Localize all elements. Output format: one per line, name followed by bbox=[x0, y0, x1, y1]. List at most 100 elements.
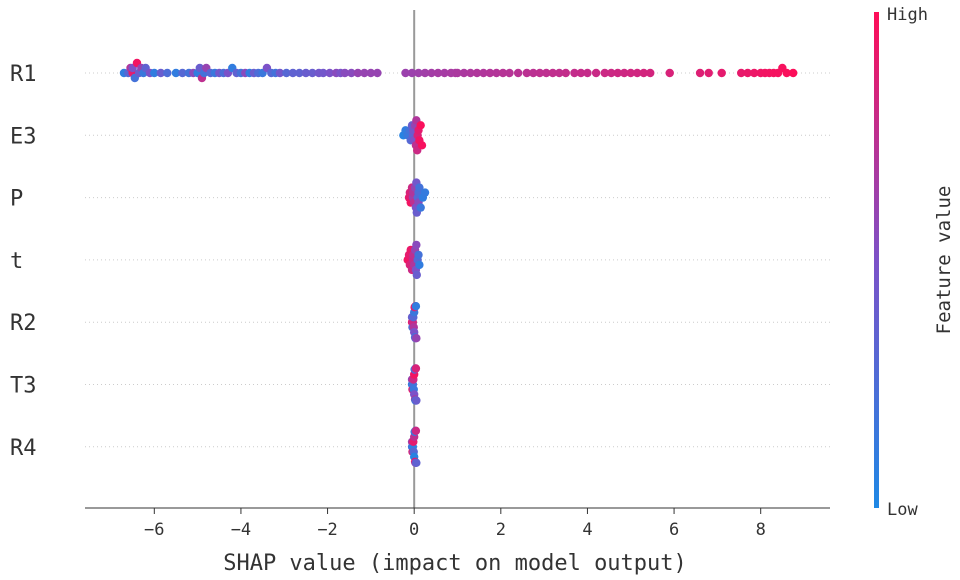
colorbar-gradient bbox=[874, 12, 879, 508]
shap-point bbox=[178, 68, 187, 78]
shap-point bbox=[433, 68, 443, 78]
x-axis-ticks: −6 −4 −2 0 2 4 6 8 bbox=[144, 508, 766, 540]
shap-point bbox=[505, 68, 514, 78]
feature-label: P bbox=[10, 187, 23, 212]
shap-points bbox=[119, 58, 798, 467]
x-tick-label: 0 bbox=[409, 520, 419, 540]
shap-point bbox=[288, 68, 298, 78]
shap-point bbox=[453, 68, 462, 78]
x-tick-label: 4 bbox=[582, 520, 592, 540]
shap-point bbox=[411, 364, 421, 373]
shap-point bbox=[737, 68, 746, 78]
shap-point bbox=[704, 68, 713, 78]
shap-point bbox=[156, 68, 165, 78]
shap-point bbox=[353, 68, 363, 78]
shap-point bbox=[613, 68, 622, 78]
shap-point bbox=[360, 68, 369, 78]
shap-point bbox=[414, 68, 423, 78]
shap-point bbox=[695, 68, 705, 78]
shap-point bbox=[412, 396, 421, 405]
shap-point bbox=[639, 68, 648, 78]
shap-point bbox=[319, 68, 328, 78]
shap-point bbox=[416, 203, 425, 212]
shap-point bbox=[412, 334, 421, 343]
shap-point bbox=[301, 68, 311, 78]
shap-point bbox=[646, 68, 655, 78]
shap-point bbox=[750, 68, 759, 78]
shap-point bbox=[542, 68, 551, 78]
shap-point bbox=[347, 68, 356, 78]
shap-point bbox=[479, 68, 488, 78]
shap-point bbox=[633, 68, 642, 78]
shap-point bbox=[420, 188, 430, 197]
shap-point bbox=[717, 68, 726, 78]
shap-point bbox=[440, 68, 449, 78]
shap-point bbox=[626, 68, 635, 78]
colorbar-low-label: Low bbox=[887, 500, 918, 520]
shap-point bbox=[620, 68, 629, 78]
x-tick-label: −6 bbox=[144, 520, 164, 540]
shap-point bbox=[401, 68, 410, 78]
shap-point bbox=[555, 68, 564, 78]
shap-point bbox=[366, 68, 376, 78]
shap-point bbox=[407, 68, 417, 78]
shap-point bbox=[414, 250, 423, 260]
shap-point bbox=[282, 68, 291, 78]
shap-point bbox=[583, 68, 592, 78]
colorbar: High Low Feature value bbox=[874, 5, 955, 520]
x-tick-label: −2 bbox=[317, 520, 337, 540]
shap-point bbox=[150, 68, 159, 78]
shap-point bbox=[513, 68, 523, 78]
feature-label: E3 bbox=[10, 124, 37, 149]
feature-label: R2 bbox=[10, 311, 37, 336]
feature-label: t bbox=[10, 249, 23, 274]
shap-point bbox=[561, 68, 570, 78]
feature-row-guides bbox=[85, 72, 830, 448]
x-tick-label: 6 bbox=[669, 520, 679, 540]
shap-point bbox=[522, 68, 532, 78]
shap-point bbox=[420, 68, 430, 78]
shap-point bbox=[743, 68, 752, 78]
shap-point bbox=[163, 68, 172, 78]
x-tick-label: 8 bbox=[756, 520, 766, 540]
shap-point bbox=[411, 426, 421, 435]
shap-point bbox=[412, 270, 421, 280]
shap-point bbox=[416, 121, 425, 130]
shap-point bbox=[275, 68, 285, 78]
shap-point bbox=[295, 68, 304, 78]
shap-point bbox=[427, 68, 436, 78]
shap-point bbox=[492, 68, 501, 78]
colorbar-high-label: High bbox=[887, 5, 928, 25]
x-axis: −6 −4 −2 0 2 4 6 8 SHAP value (impact on model … bbox=[85, 507, 830, 576]
shap-point bbox=[788, 68, 798, 78]
shap-point bbox=[570, 68, 579, 78]
shap-point bbox=[325, 68, 334, 78]
shap-point bbox=[472, 68, 482, 78]
shap-point bbox=[411, 302, 421, 311]
shap-point bbox=[498, 68, 508, 78]
shap-point bbox=[591, 68, 601, 78]
shap-point bbox=[529, 68, 538, 78]
x-axis-label: SHAP value (impact on model output) bbox=[223, 551, 687, 576]
shap-point bbox=[535, 68, 544, 78]
shap-point bbox=[417, 141, 427, 150]
feature-label: T3 bbox=[10, 374, 37, 399]
shap-point bbox=[340, 68, 350, 78]
feature-labels: R1 E3 Pt R2 T3 R4 bbox=[10, 62, 37, 461]
shap-point bbox=[171, 68, 181, 78]
shap-point bbox=[782, 68, 791, 78]
shap-point bbox=[576, 68, 586, 78]
x-tick-label: 2 bbox=[496, 520, 506, 540]
feature-label: R4 bbox=[10, 436, 37, 461]
shap-point bbox=[412, 240, 421, 250]
shap-point bbox=[548, 68, 557, 78]
shap-point bbox=[412, 458, 421, 467]
shap-point bbox=[373, 68, 382, 78]
x-tick-label: −4 bbox=[231, 520, 251, 540]
colorbar-title: Feature value bbox=[933, 186, 955, 335]
shap-point bbox=[415, 183, 424, 192]
feature-label: R1 bbox=[10, 62, 37, 87]
shap-point bbox=[459, 68, 469, 78]
shap-point bbox=[607, 68, 616, 78]
